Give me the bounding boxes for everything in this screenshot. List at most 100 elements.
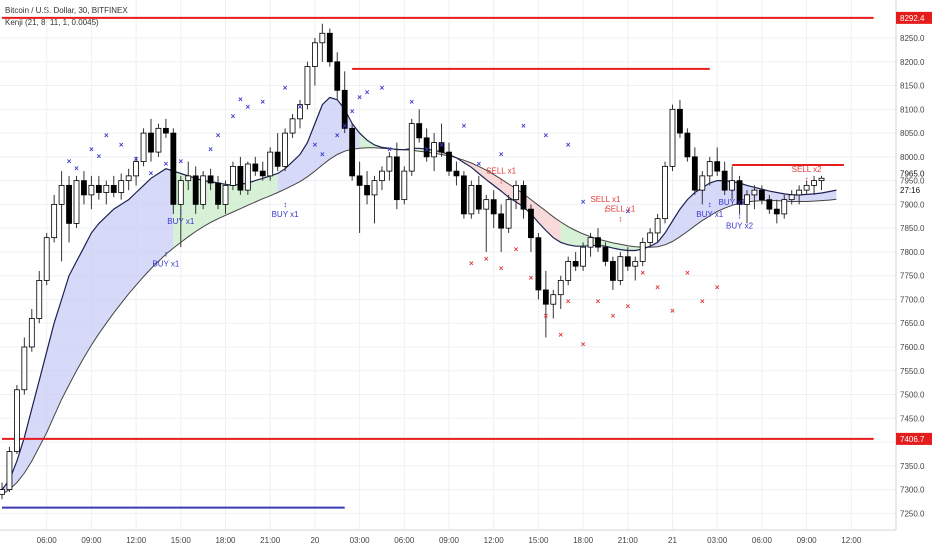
y-tick-label: 7800.0 [900, 248, 925, 257]
candle-bull [13, 389, 20, 452]
candle-bear [602, 246, 609, 262]
candle-bull [565, 261, 572, 281]
buy-mark: × [164, 159, 169, 168]
y-tick-label: 7500.0 [900, 391, 925, 400]
candle-bull [222, 184, 229, 205]
y-tick-label: 7850.0 [900, 224, 925, 233]
candle-bear [520, 184, 527, 210]
sell-mark: × [625, 302, 630, 311]
y-tick-label: 7600.0 [900, 343, 925, 352]
signal-label: BUY x1 [272, 210, 300, 219]
candle-bear [498, 213, 505, 229]
buy-mark: × [342, 121, 347, 130]
candle-bull [751, 189, 758, 196]
candle-bear [416, 123, 423, 139]
buy-mark: × [380, 83, 385, 92]
signal-label: BUY x1 [167, 217, 195, 226]
y-tick-label: 8100.0 [900, 105, 925, 114]
x-tick-label: 15:00 [171, 536, 192, 545]
candle-bear [759, 189, 765, 201]
candle-bull [21, 346, 28, 391]
buy-mark: × [178, 157, 183, 166]
slow-line [1, 147, 837, 495]
candle-bull [647, 232, 654, 243]
buy-mark: × [208, 145, 213, 154]
sell-mark: × [655, 283, 660, 292]
sell-mark: × [581, 340, 586, 349]
buy-mark: × [260, 98, 265, 107]
y-tick-label: 7250.0 [900, 509, 925, 518]
candle-bull [669, 108, 676, 167]
buy-mark: × [439, 140, 444, 149]
candle-bull [282, 132, 289, 167]
buy-mark: × [521, 121, 526, 130]
y-tick-label: 8050.0 [900, 129, 925, 138]
candle-bull [468, 184, 475, 215]
candle-bull [699, 175, 706, 191]
buy-mark: × [357, 93, 362, 102]
x-tick-label: 12:00 [484, 536, 505, 545]
buy-mark: × [476, 159, 481, 168]
candle-bear [460, 175, 467, 215]
sell-mark: × [685, 269, 690, 278]
indicator-label[interactable]: Kenji (21, 8, 11, 1, 0.0045) [5, 18, 99, 27]
signal-label: SELL x2 [792, 165, 822, 174]
candle-bull [505, 199, 512, 229]
candle-bull [654, 218, 661, 234]
buy-mark: × [97, 152, 102, 161]
signal-label: BUY x1 [152, 260, 180, 269]
buy-mark: × [134, 155, 139, 164]
candle-bull [781, 199, 788, 215]
x-tick-label: 21:00 [618, 536, 639, 545]
signal-label: BUY x1 [719, 198, 747, 207]
candle-bear [475, 184, 482, 210]
candle-bull [617, 256, 624, 281]
candle-bull [140, 132, 147, 163]
candle-bull [580, 246, 586, 267]
candle-bull [0, 489, 5, 495]
x-tick-label: 21:00 [260, 536, 281, 545]
candle-bull [788, 194, 795, 201]
candle-bear [81, 180, 87, 196]
candle-bear [736, 180, 743, 205]
sell-mark: × [670, 307, 675, 316]
candle-bull [386, 156, 393, 172]
y-tick-label: 7350.0 [900, 462, 925, 471]
x-tick-label: 03:00 [707, 536, 728, 545]
candle-bull [796, 189, 803, 196]
candle-bear [684, 132, 691, 158]
candle-bear [356, 175, 363, 186]
candle-bear [259, 170, 266, 177]
candle-bull [118, 180, 125, 193]
candle-bear [192, 175, 199, 205]
signal-label: BUY x1 [696, 210, 724, 219]
candle-bull [371, 180, 378, 196]
candle-bull [803, 184, 810, 191]
candle-bull [706, 161, 713, 177]
sell-mark: × [469, 259, 474, 268]
y-tick-label: 7550.0 [900, 367, 925, 376]
price-levels [2, 16, 874, 509]
signal-arrow: ↕ [708, 200, 712, 209]
candle-bull [73, 180, 80, 224]
candles [0, 23, 825, 500]
candle-bull [155, 127, 162, 153]
y-tick-label: 7950.0 [900, 177, 925, 186]
sell-mark: × [484, 254, 489, 263]
candle-bear [341, 89, 348, 129]
y-tick-label: 8200.0 [900, 58, 925, 67]
candle-bull [587, 237, 594, 248]
x-tick-label: 09:00 [439, 536, 460, 545]
x-tick-label: 21 [668, 536, 677, 545]
buy-mark: × [74, 164, 79, 173]
sell-mark: × [640, 269, 645, 278]
signal-arrow: ↕ [805, 175, 809, 184]
candle-bull [36, 280, 43, 319]
x-tick-label: 03:00 [350, 536, 371, 545]
buy-mark: × [625, 207, 630, 216]
x-tick-label: 15:00 [528, 536, 549, 545]
buy-mark: × [335, 131, 340, 140]
sell-mark: × [715, 283, 720, 292]
